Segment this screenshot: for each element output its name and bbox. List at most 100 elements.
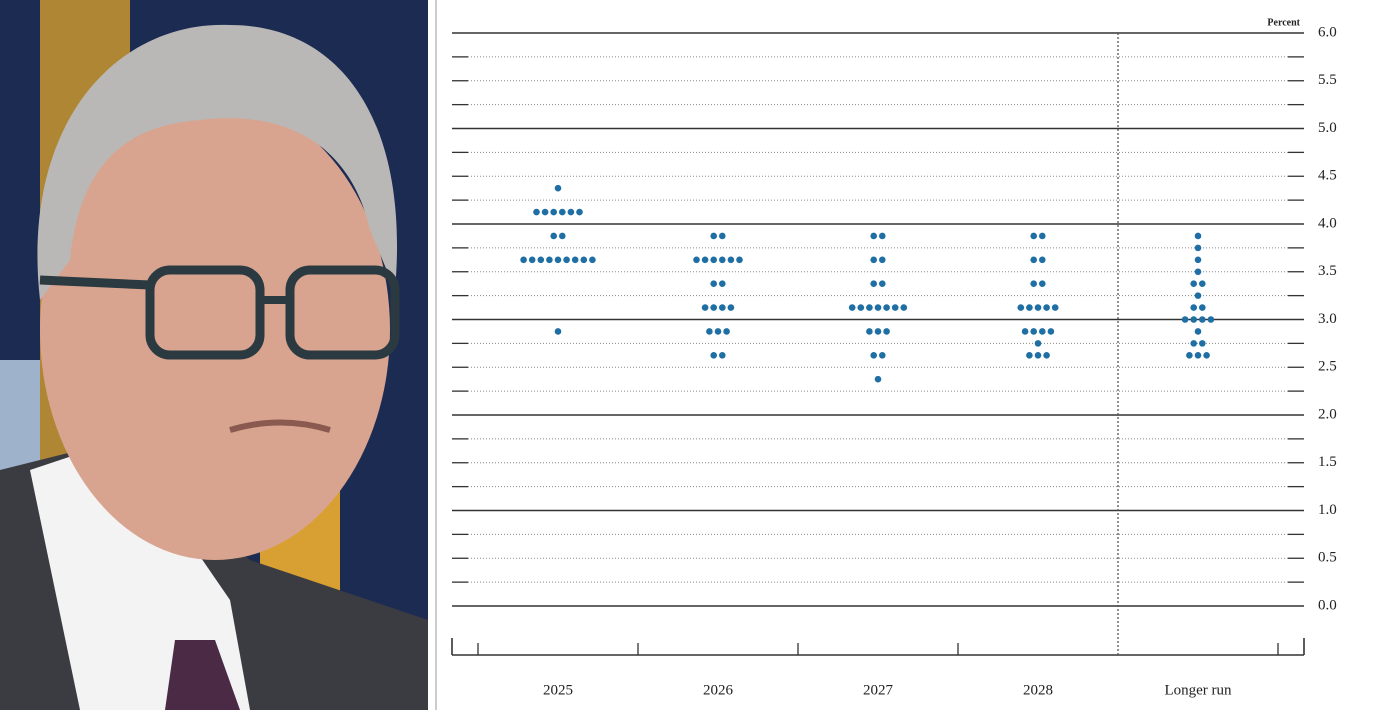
dot <box>550 232 557 240</box>
dot <box>1190 280 1197 287</box>
dot <box>870 352 877 359</box>
dot <box>1034 340 1042 347</box>
dot <box>1021 328 1029 335</box>
dot <box>554 328 562 335</box>
x-tick-label: 2027 <box>863 682 894 698</box>
dot <box>1203 352 1210 359</box>
dot <box>1026 352 1033 359</box>
dot <box>1039 280 1046 287</box>
dot <box>1194 268 1202 276</box>
dot <box>710 256 717 264</box>
dot <box>710 304 717 311</box>
dot <box>714 328 722 335</box>
dot <box>719 280 726 287</box>
dot <box>1190 340 1197 347</box>
dot <box>571 256 579 264</box>
dot <box>546 256 553 264</box>
dot <box>1030 280 1037 287</box>
dot <box>1030 232 1037 240</box>
dot <box>1051 304 1059 311</box>
dot <box>719 304 726 311</box>
y-tick-label: 2.5 <box>1318 359 1337 375</box>
y-tick-label: 0.5 <box>1318 550 1337 566</box>
dot <box>723 328 730 335</box>
dot <box>550 208 557 216</box>
dot <box>576 208 583 216</box>
dot <box>701 256 709 264</box>
dot <box>693 256 700 264</box>
y-tick-label: 3.5 <box>1318 263 1337 279</box>
dot <box>857 304 865 311</box>
dot-plot: 0.0 0.5 1.0 1.5 2.0 2.5 3.0 3.5 4.0 4.5 5.0 5.5 6.0 2… <box>451 24 1337 698</box>
dot <box>1194 292 1202 299</box>
y-tick-label: 5.0 <box>1318 120 1337 136</box>
x-tick-label: 2028 <box>1023 682 1053 698</box>
y-tick-label: 4.5 <box>1318 168 1337 184</box>
dot <box>1194 232 1202 240</box>
dot <box>559 232 566 240</box>
dot <box>1039 256 1046 264</box>
dot <box>1194 352 1202 359</box>
dot <box>1194 328 1202 335</box>
dot <box>1194 244 1202 252</box>
dot <box>701 304 709 311</box>
y-tick-label: 5.5 <box>1318 72 1337 88</box>
dot <box>1030 256 1037 264</box>
dot <box>727 256 735 264</box>
dot <box>528 256 536 264</box>
dot <box>879 280 886 287</box>
x-tick-label: 2026 <box>703 682 734 698</box>
dot <box>1034 304 1042 311</box>
dot <box>567 208 575 216</box>
dot <box>874 328 882 335</box>
dot <box>719 352 726 359</box>
dot <box>1199 304 1206 311</box>
dot <box>900 304 908 311</box>
dot <box>727 304 735 311</box>
y-tick-label: 6.0 <box>1318 24 1337 40</box>
dot <box>1207 316 1215 323</box>
dot <box>1190 304 1197 311</box>
dot <box>580 256 588 264</box>
dot <box>554 184 562 192</box>
dot <box>1047 328 1055 335</box>
x-tick-label: 2025 <box>543 682 573 698</box>
y-tick-label: 1.5 <box>1318 454 1337 470</box>
dot <box>883 328 890 335</box>
dot <box>891 304 899 311</box>
dot <box>1199 280 1206 287</box>
dot <box>719 256 726 264</box>
dot <box>1199 340 1206 347</box>
dot <box>879 232 886 240</box>
dot <box>879 256 886 264</box>
dot <box>736 256 743 264</box>
dot <box>520 256 527 264</box>
dot <box>541 208 549 216</box>
y-tick-label: 4.0 <box>1318 215 1337 231</box>
dot <box>559 208 566 216</box>
dot <box>710 352 717 359</box>
dot <box>848 304 856 311</box>
y-tick-label: 0.0 <box>1318 597 1337 613</box>
dot <box>1043 352 1050 359</box>
dot <box>563 256 570 264</box>
dot <box>1030 328 1037 335</box>
dot <box>870 280 877 287</box>
unit-label: Percent <box>1267 17 1300 28</box>
dot <box>1043 304 1050 311</box>
dot <box>1017 304 1025 311</box>
dot <box>874 304 882 311</box>
dot <box>1194 256 1202 264</box>
dot <box>866 328 873 335</box>
dot <box>879 352 886 359</box>
dot <box>1181 316 1189 323</box>
dot <box>1190 316 1197 323</box>
dot <box>883 304 890 311</box>
dot <box>554 256 562 264</box>
dot <box>710 232 717 240</box>
dot <box>719 232 726 240</box>
dot <box>1026 304 1033 311</box>
x-tick-label: Longer run <box>1164 682 1232 698</box>
dot <box>1034 352 1042 359</box>
